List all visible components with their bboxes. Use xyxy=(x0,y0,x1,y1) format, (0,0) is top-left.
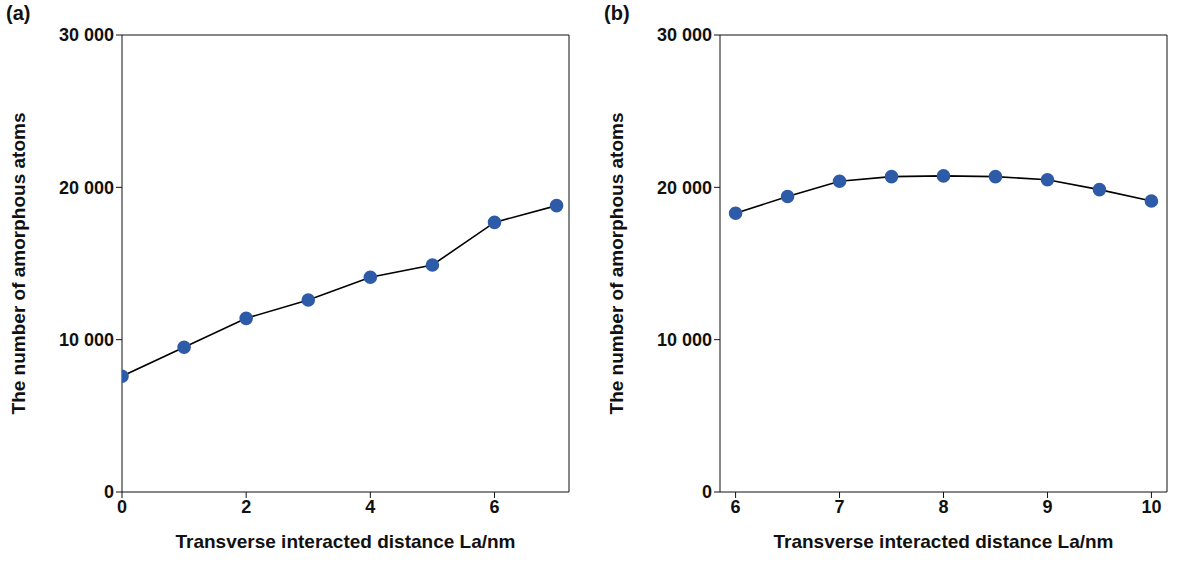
svg-text:0: 0 xyxy=(104,482,114,502)
svg-text:7: 7 xyxy=(835,497,845,517)
svg-text:10: 10 xyxy=(1141,497,1161,517)
svg-text:Transverse interacted distance: Transverse interacted distance La/nm xyxy=(773,531,1113,552)
svg-text:8: 8 xyxy=(938,497,948,517)
svg-text:The number of amorphous atoms: The number of amorphous atoms xyxy=(8,113,29,415)
svg-text:30 000: 30 000 xyxy=(657,25,712,45)
svg-text:6: 6 xyxy=(731,497,741,517)
svg-text:0: 0 xyxy=(117,497,127,517)
svg-text:6: 6 xyxy=(489,497,499,517)
svg-text:Transverse interacted distance: Transverse interacted distance La/nm xyxy=(175,531,515,552)
html-text:(a): (a) xyxy=(6,2,31,24)
svg-text:20 000: 20 000 xyxy=(657,178,712,198)
svg-text:4: 4 xyxy=(365,497,375,517)
svg-text:9: 9 xyxy=(1042,497,1052,517)
svg-text:The number of amorphous atoms: The number of amorphous atoms xyxy=(606,113,627,415)
svg-text:2: 2 xyxy=(241,497,251,517)
svg-text:0: 0 xyxy=(702,482,712,502)
svg-text:10 000: 10 000 xyxy=(59,330,114,350)
svg-text:10 000: 10 000 xyxy=(657,330,712,350)
html-text:(b): (b) xyxy=(604,2,630,24)
svg-text:30 000: 30 000 xyxy=(59,25,114,45)
svg-text:20 000: 20 000 xyxy=(59,178,114,198)
